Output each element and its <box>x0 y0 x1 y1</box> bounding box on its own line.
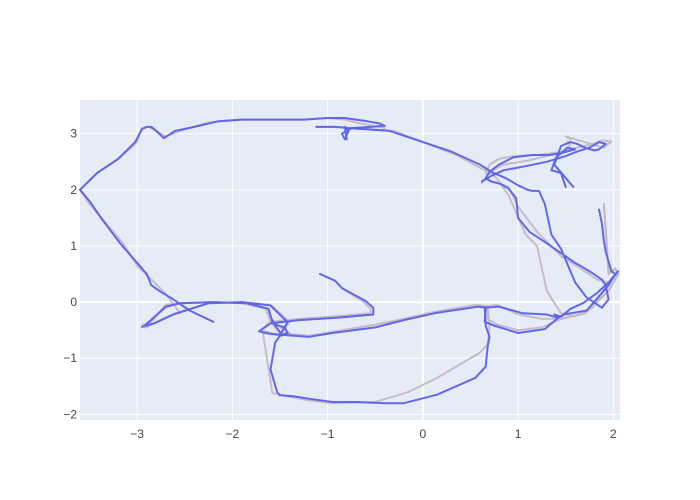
series-line-7 <box>140 208 617 338</box>
plot-area <box>80 100 620 420</box>
x-tick-label: −3 <box>130 427 144 441</box>
x-tick-label: 1 <box>515 427 522 441</box>
series-line-11 <box>79 188 215 323</box>
series-line-10 <box>79 117 386 191</box>
x-tick-label: −2 <box>226 427 240 441</box>
y-tick-label: 2 <box>70 183 77 197</box>
y-axis-ticks: −2 −1 0 1 2 3 <box>63 127 77 422</box>
y-tick-label: 3 <box>70 127 77 141</box>
x-tick-label: −1 <box>321 427 335 441</box>
y-tick-label: 1 <box>70 239 77 253</box>
series-line-4 <box>79 117 386 191</box>
y-tick-label: 0 <box>70 295 77 309</box>
x-tick-label: 2 <box>610 427 617 441</box>
series-line-12 <box>480 141 607 188</box>
series-line-8 <box>269 270 620 405</box>
y-tick-label: −2 <box>63 407 77 421</box>
series-line-3 <box>315 125 610 318</box>
x-tick-label: 0 <box>420 427 427 441</box>
x-axis-ticks: −3 −2 −1 0 1 2 <box>130 427 617 441</box>
series-group <box>79 117 620 405</box>
series-line-6 <box>480 135 613 185</box>
series-line-9 <box>315 125 610 309</box>
y-tick-label: −1 <box>63 351 77 365</box>
